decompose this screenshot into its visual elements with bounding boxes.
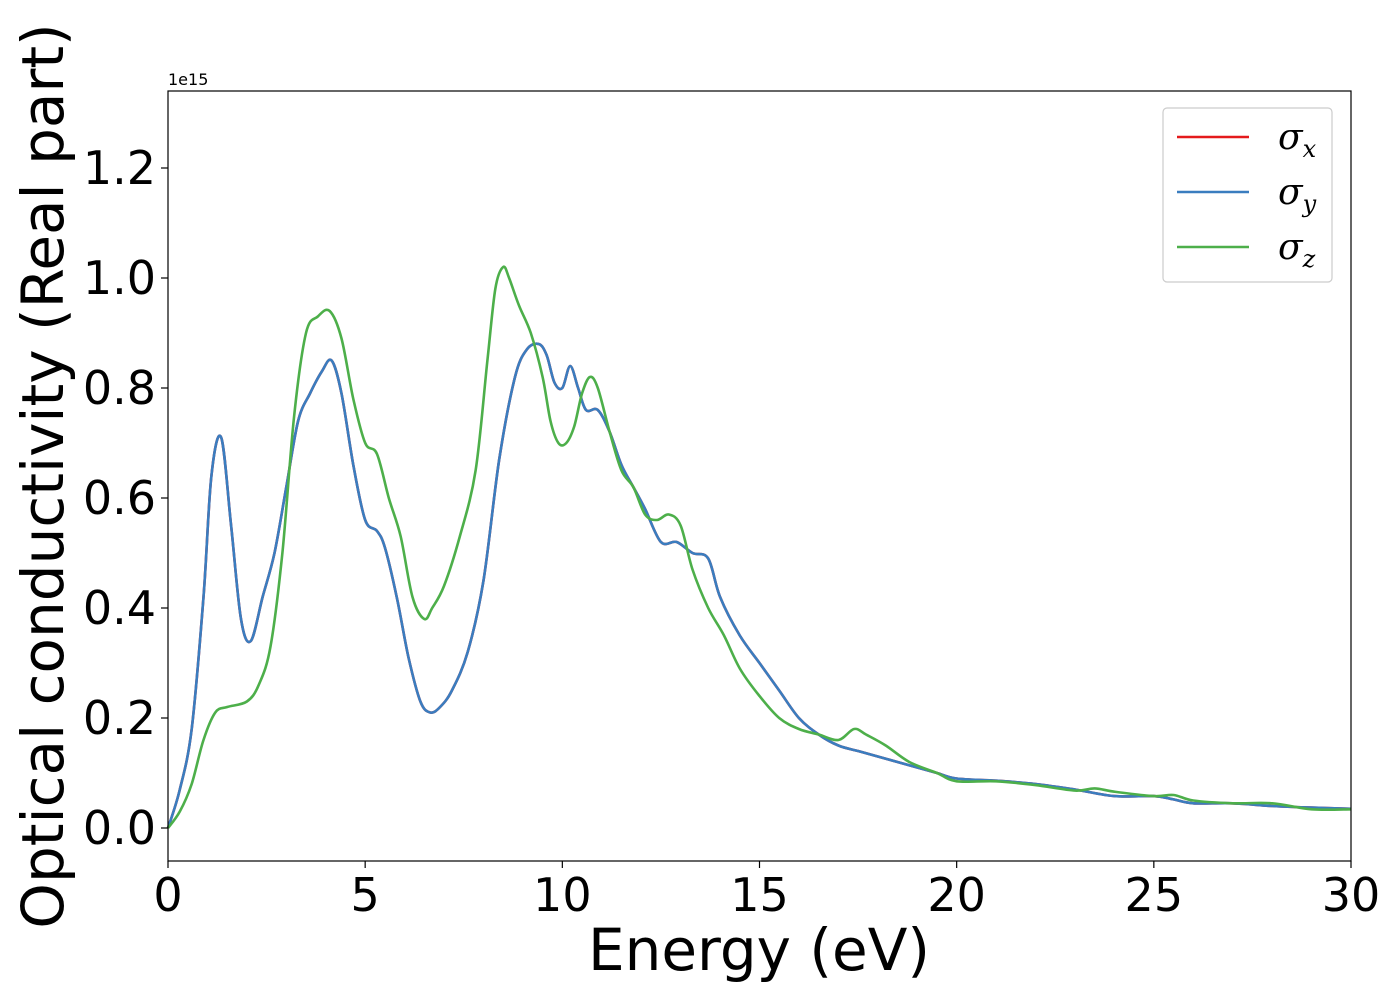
y-tick-label: 0.8 <box>83 361 156 415</box>
x-tick-label: 30 <box>1322 868 1381 922</box>
legend: σx σy σz <box>1162 107 1333 283</box>
y-tick-label: 0.2 <box>83 691 156 745</box>
series-layer <box>166 265 1352 829</box>
x-axis-label: Energy (eV) <box>588 916 930 984</box>
x-tick-label: 25 <box>1125 868 1184 922</box>
x-tick-label: 20 <box>927 868 986 922</box>
x-tick-label: 0 <box>153 868 182 922</box>
legend-box <box>1162 107 1333 283</box>
x-tick-label: 10 <box>533 868 592 922</box>
legend-label-x: σx <box>1278 117 1317 163</box>
y-tick-label: 1.0 <box>83 251 156 305</box>
y-axis: 0.0 0.2 0.4 0.6 0.8 1.0 1.2 <box>83 141 168 855</box>
y-axis-label: Optical conductivity (Real part) <box>9 23 77 928</box>
x-tick-label: 5 <box>351 868 380 922</box>
series-line-z <box>166 265 1352 829</box>
y-tick-label: 1.2 <box>83 141 156 195</box>
y-offset-label: 1e15 <box>168 70 208 89</box>
y-tick-label: 0.6 <box>83 471 156 525</box>
x-tick-label: 15 <box>730 868 789 922</box>
legend-label-z: σz <box>1278 227 1316 273</box>
legend-label-y: σy <box>1278 172 1317 218</box>
x-axis: 0 5 10 15 20 25 30 <box>153 861 1380 922</box>
y-tick-label: 0.4 <box>83 581 156 635</box>
y-tick-label: 0.0 <box>83 801 156 855</box>
